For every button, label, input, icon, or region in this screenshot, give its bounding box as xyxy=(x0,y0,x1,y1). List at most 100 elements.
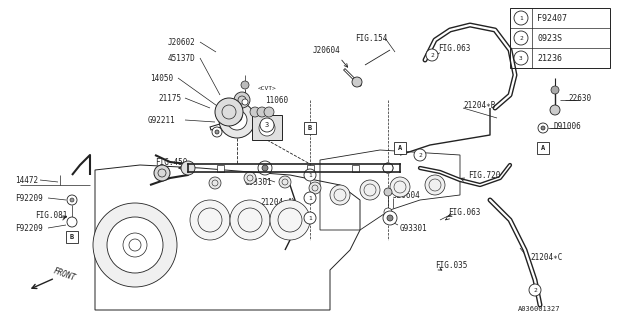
Bar xyxy=(304,122,316,134)
Text: FIG.063: FIG.063 xyxy=(448,207,481,217)
Circle shape xyxy=(330,185,350,205)
Circle shape xyxy=(232,112,242,122)
Text: 3: 3 xyxy=(265,122,269,128)
Circle shape xyxy=(529,284,541,296)
Text: J20604: J20604 xyxy=(393,190,420,199)
Text: FIG.035: FIG.035 xyxy=(435,260,467,269)
Text: FIG.063: FIG.063 xyxy=(438,44,470,52)
Circle shape xyxy=(383,163,393,173)
Text: 11060: 11060 xyxy=(265,95,288,105)
Circle shape xyxy=(384,208,392,216)
Text: 1: 1 xyxy=(308,172,312,178)
Text: FIG.154: FIG.154 xyxy=(355,34,387,43)
Text: <CVT>: <CVT> xyxy=(255,108,274,113)
Text: FIG.450: FIG.450 xyxy=(155,157,188,166)
Circle shape xyxy=(387,215,393,221)
Circle shape xyxy=(227,110,247,130)
Text: 0923S: 0923S xyxy=(537,34,562,43)
Circle shape xyxy=(383,211,397,225)
Circle shape xyxy=(360,180,380,200)
Circle shape xyxy=(250,107,260,117)
Text: 2: 2 xyxy=(533,287,537,292)
Text: B: B xyxy=(70,234,74,240)
Text: 14472: 14472 xyxy=(15,175,38,185)
Circle shape xyxy=(384,188,392,196)
Text: J20604: J20604 xyxy=(313,45,340,54)
Text: FIG.720: FIG.720 xyxy=(468,171,500,180)
Circle shape xyxy=(304,169,316,181)
Bar xyxy=(252,115,282,140)
Text: A: A xyxy=(398,145,402,151)
Text: D91006: D91006 xyxy=(553,122,580,131)
Text: 2: 2 xyxy=(519,36,523,41)
Text: G93301: G93301 xyxy=(245,178,273,187)
Circle shape xyxy=(514,31,528,45)
Circle shape xyxy=(514,51,528,65)
Text: 1: 1 xyxy=(308,196,312,201)
Circle shape xyxy=(212,127,222,137)
Circle shape xyxy=(230,200,270,240)
Text: 1: 1 xyxy=(308,215,312,220)
Circle shape xyxy=(425,175,445,195)
Text: 3: 3 xyxy=(519,55,523,60)
Bar xyxy=(394,142,406,154)
Circle shape xyxy=(352,77,362,87)
Text: 21210: 21210 xyxy=(258,124,281,132)
Circle shape xyxy=(215,98,243,126)
Circle shape xyxy=(279,176,291,188)
Circle shape xyxy=(264,107,274,117)
Circle shape xyxy=(181,161,195,175)
Circle shape xyxy=(426,49,438,61)
Circle shape xyxy=(427,50,437,60)
Text: J20602: J20602 xyxy=(168,37,196,46)
Text: 21204∗C: 21204∗C xyxy=(530,253,563,262)
Circle shape xyxy=(551,86,559,94)
Circle shape xyxy=(383,163,393,173)
Circle shape xyxy=(541,126,545,130)
Bar xyxy=(510,8,610,68)
Circle shape xyxy=(219,102,255,138)
Bar xyxy=(307,164,314,172)
Circle shape xyxy=(414,149,426,161)
Text: F92209: F92209 xyxy=(15,194,43,203)
Circle shape xyxy=(304,192,316,204)
Circle shape xyxy=(262,165,268,171)
Circle shape xyxy=(209,177,221,189)
Circle shape xyxy=(241,81,249,89)
Text: 14050: 14050 xyxy=(150,74,173,83)
Circle shape xyxy=(258,161,272,175)
Circle shape xyxy=(67,195,77,205)
Circle shape xyxy=(309,182,321,194)
Text: G93301: G93301 xyxy=(400,223,428,233)
Circle shape xyxy=(259,120,275,136)
Circle shape xyxy=(67,217,77,227)
Text: B: B xyxy=(308,125,312,131)
Bar xyxy=(262,164,269,172)
Text: 21204∗A: 21204∗A xyxy=(260,197,292,206)
Bar xyxy=(216,164,223,172)
Circle shape xyxy=(215,130,219,134)
Text: 1: 1 xyxy=(519,15,523,20)
Circle shape xyxy=(244,172,256,184)
Circle shape xyxy=(70,198,74,202)
Circle shape xyxy=(257,107,267,117)
Circle shape xyxy=(270,200,310,240)
Text: FRONT: FRONT xyxy=(52,267,77,283)
Bar xyxy=(351,164,358,172)
Text: FIG.081: FIG.081 xyxy=(35,211,67,220)
Circle shape xyxy=(242,99,248,105)
Circle shape xyxy=(190,200,230,240)
Text: 2: 2 xyxy=(430,52,434,58)
Circle shape xyxy=(154,165,170,181)
Circle shape xyxy=(550,105,560,115)
Text: 45137D: 45137D xyxy=(168,53,196,62)
Circle shape xyxy=(390,177,410,197)
Bar xyxy=(537,142,549,154)
Text: A: A xyxy=(541,145,545,151)
Text: <CVT>: <CVT> xyxy=(258,85,276,91)
Text: 21175: 21175 xyxy=(158,93,181,102)
Circle shape xyxy=(514,11,528,25)
Circle shape xyxy=(107,217,163,273)
Text: 21204∗B: 21204∗B xyxy=(463,100,495,109)
Circle shape xyxy=(260,118,274,132)
